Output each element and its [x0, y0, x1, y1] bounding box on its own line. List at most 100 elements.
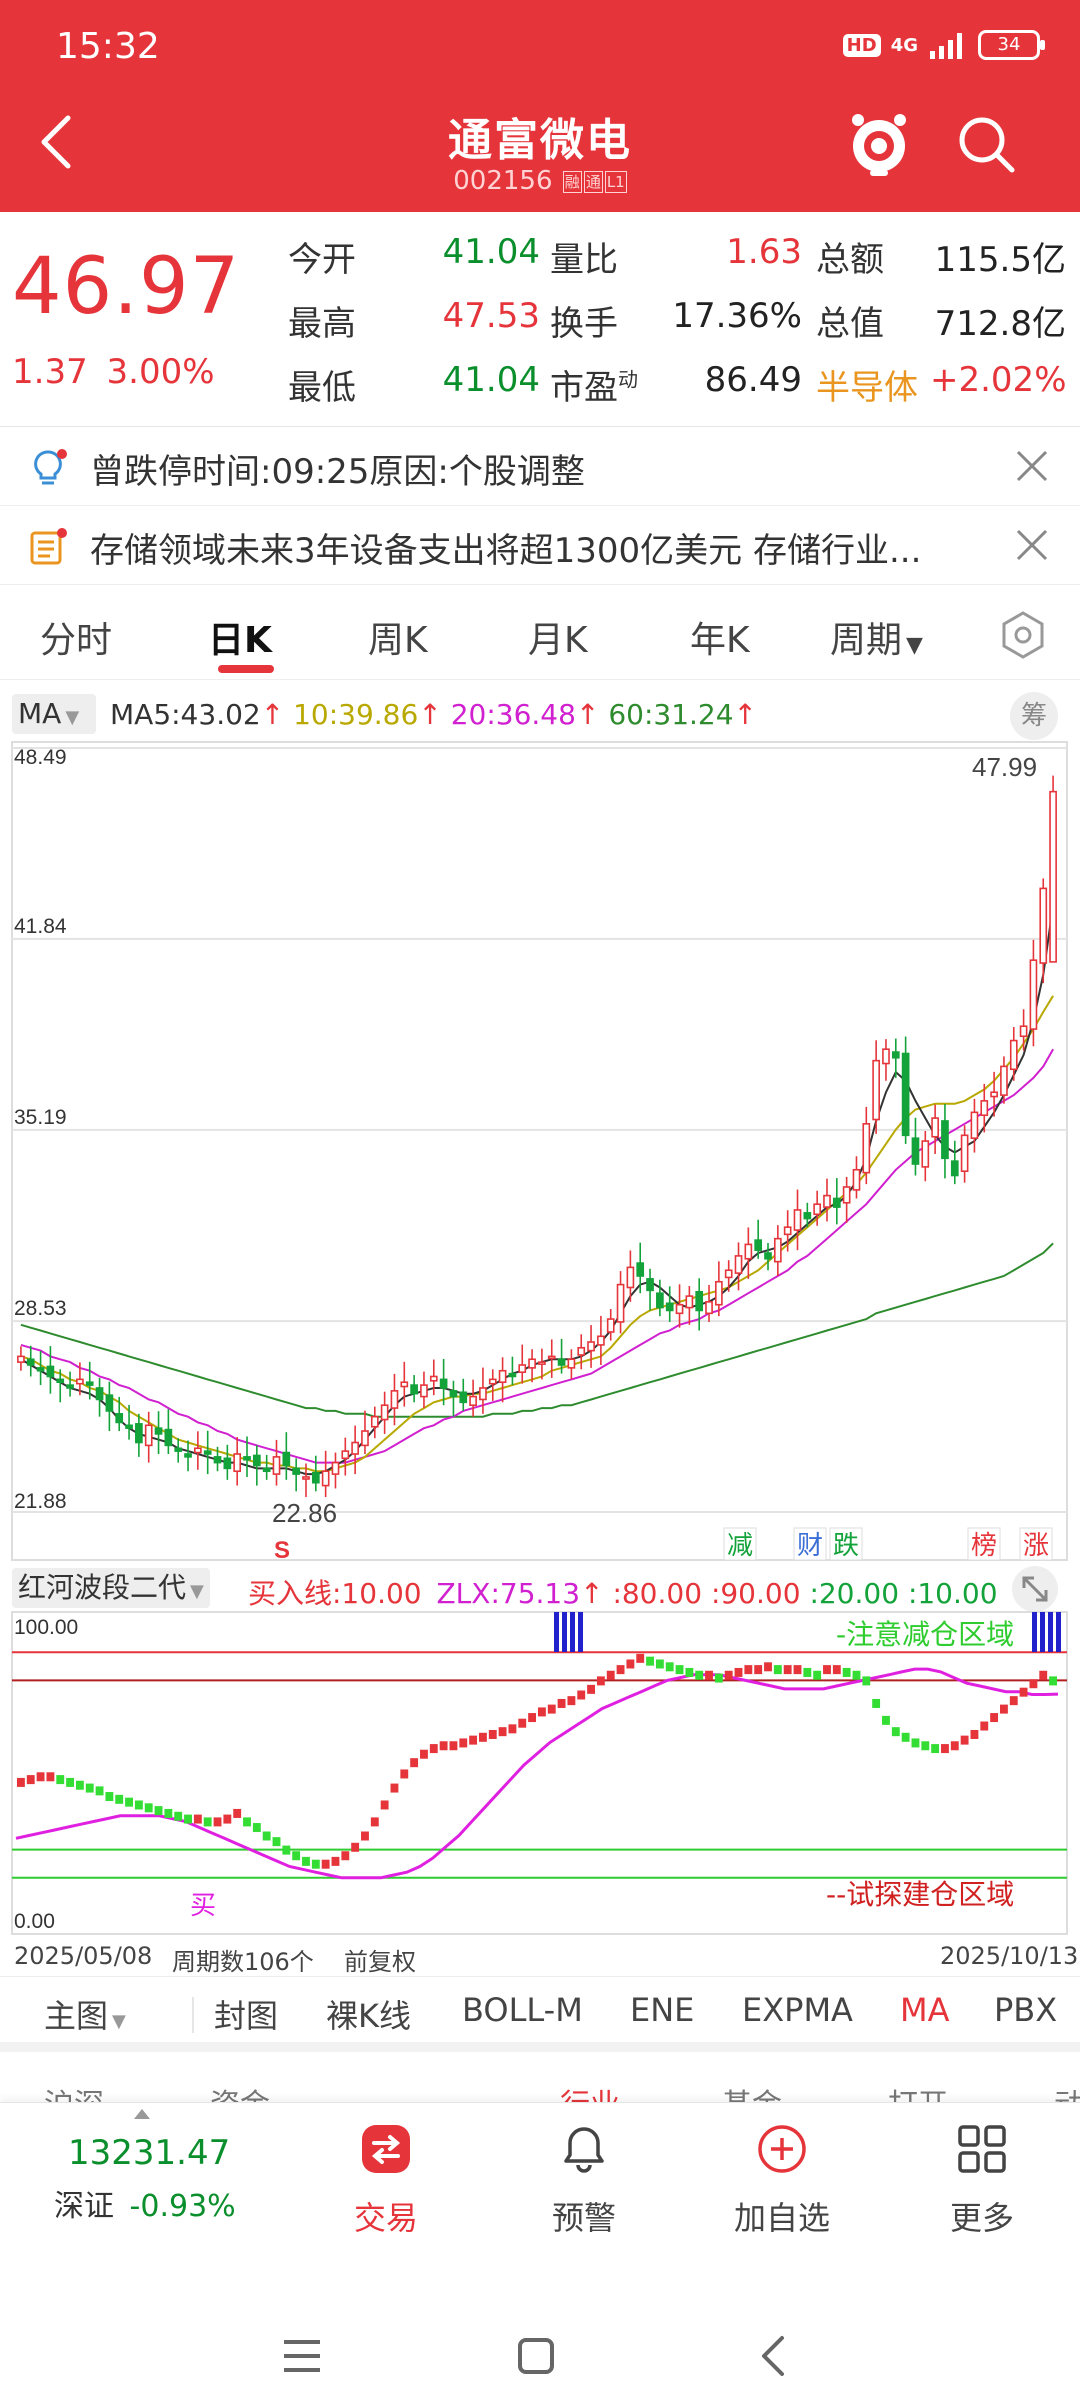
- candle-body: [862, 1123, 871, 1174]
- nav-alert-label: 预警: [551, 2199, 616, 2237]
- candle-body: [931, 1117, 939, 1138]
- partial-tab[interactable]: 行业: [560, 2080, 620, 2102]
- partial-tab[interactable]: 打开: [888, 2080, 948, 2102]
- tab-ene[interactable]: ENE: [630, 1991, 695, 2029]
- buy-line-dot: [233, 1808, 242, 1818]
- partial-tab[interactable]: 沪深: [44, 2080, 104, 2102]
- y-tick-label: 35.19: [14, 1106, 67, 1129]
- buy-line-dot: [587, 1684, 595, 1694]
- candle-body: [361, 1430, 369, 1447]
- partial-tab[interactable]: 资金: [210, 2080, 270, 2102]
- notice-news[interactable]: 存储领域未来3年设备支出将超1300亿美元 存储行业...: [0, 507, 1080, 585]
- home-icon[interactable]: [516, 2336, 556, 2376]
- buy-line-dot: [547, 1704, 556, 1714]
- buy-line-dot: [429, 1744, 438, 1754]
- tab-expma[interactable]: EXPMA: [742, 1991, 853, 2029]
- chevron-down-icon: ▼: [906, 633, 923, 658]
- open-value: 41.04: [442, 232, 540, 272]
- chevron-down-icon: ▼: [190, 1581, 204, 1602]
- index-name[interactable]: 深证 -0.93%: [54, 2181, 236, 2225]
- nav-alert[interactable]: 预警: [514, 2103, 654, 2253]
- tab-period-label: 周期: [830, 620, 903, 661]
- main-chart-selector-label: 主图: [44, 1997, 109, 2035]
- partial-tab[interactable]: 基金: [722, 2080, 782, 2102]
- candle-body: [626, 1266, 635, 1289]
- nav-add-watchlist[interactable]: 加自选: [712, 2103, 852, 2253]
- tab-daily[interactable]: 日K: [208, 620, 272, 661]
- tab-period-dropdown[interactable]: 周期 ▼: [830, 611, 923, 663]
- tab-intraday[interactable]: 分时: [40, 620, 113, 661]
- close-icon[interactable]: [1012, 446, 1052, 486]
- kline-chart[interactable]: 48.49 41.84 35.19 28.53 21.88 47.99 22.86 S 减 财跌…: [0, 740, 1080, 1562]
- tab-naked-k[interactable]: 裸K线: [326, 1997, 411, 2035]
- candle-body: [449, 1390, 458, 1398]
- candle-body: [174, 1447, 183, 1452]
- candle-body: [842, 1186, 851, 1204]
- lightbulb-icon: [34, 449, 67, 485]
- close-icon[interactable]: [1012, 525, 1052, 565]
- buy-line-dot: [675, 1665, 684, 1675]
- candle-body: [233, 1453, 242, 1473]
- buy-line-dot: [567, 1696, 576, 1706]
- partial-tab[interactable]: 动: [1054, 2080, 1080, 2102]
- candle-body: [793, 1209, 802, 1231]
- back-nav-icon[interactable]: [758, 2334, 788, 2378]
- indicator-selector[interactable]: 红河波段二代 ▼: [12, 1568, 210, 1608]
- expand-icon[interactable]: [1012, 1566, 1058, 1612]
- start-date: 2025/05/08: [14, 1942, 153, 1970]
- menu-icon[interactable]: [280, 2338, 324, 2374]
- buy-line-dot: [390, 1783, 399, 1793]
- tab-fengtu[interactable]: 封图: [214, 1997, 279, 2035]
- industry-link[interactable]: 半导体: [816, 368, 918, 408]
- index-price[interactable]: 13231.47: [68, 2133, 231, 2173]
- buy-line-dot: [596, 1676, 605, 1686]
- ma-selector[interactable]: MA ▼: [12, 694, 96, 734]
- candle-body: [665, 1302, 674, 1312]
- candle-body: [223, 1457, 232, 1470]
- back-button[interactable]: [36, 112, 76, 172]
- buy-line-dot: [577, 1690, 586, 1700]
- buy-line-dot: [459, 1738, 468, 1748]
- caret-up-icon[interactable]: [132, 2107, 152, 2121]
- main-chart-selector[interactable]: 主图 ▼: [44, 1991, 126, 2037]
- tab-monthly[interactable]: 月K: [528, 620, 588, 661]
- nav-more[interactable]: 更多: [912, 2103, 1052, 2253]
- candle-body: [184, 1453, 192, 1458]
- buy-line-dot: [193, 1814, 202, 1824]
- nav-trade[interactable]: 交易: [316, 2103, 456, 2253]
- tab-pbx[interactable]: PBX: [994, 1991, 1058, 2029]
- candle-body: [95, 1387, 104, 1401]
- buy-line-dot: [842, 1667, 851, 1677]
- buy-line-dot: [941, 1744, 949, 1754]
- tab-ma[interactable]: MA: [900, 1991, 950, 2029]
- chip-distribution-button[interactable]: 筹: [1010, 692, 1058, 740]
- indicator-chart[interactable]: 100.00 0.00 -注意减仓区域 --试探建仓区域 买: [0, 1610, 1080, 1936]
- battery-icon: 34: [978, 30, 1045, 60]
- quote-panel: 46.97 1.37 3.00% 今开 41.04 量比 1.63 总额 115…: [0, 212, 1080, 427]
- pe-label: 市盈动: [550, 360, 638, 409]
- buy-line-dot: [154, 1806, 163, 1816]
- candle-body: [282, 1451, 291, 1467]
- adjust-mode[interactable]: 前复权: [344, 1948, 416, 1976]
- candle-body: [577, 1346, 586, 1356]
- signal-tag: 跌: [833, 1531, 859, 1561]
- candle-body: [950, 1160, 959, 1177]
- sell-signal-bar: [578, 1612, 583, 1652]
- signal-tag: 财: [797, 1531, 823, 1561]
- tab-weekly[interactable]: 周K: [368, 620, 428, 661]
- level-90-value: :90.00: [710, 1577, 801, 1610]
- candle-body: [882, 1048, 890, 1065]
- candle-body: [1009, 1039, 1018, 1071]
- level-10-value: :10.00: [907, 1577, 998, 1610]
- mascot-icon[interactable]: [846, 108, 912, 178]
- notice-limit-down[interactable]: 曾跌停时间:09:25原因:个股调整: [0, 428, 1080, 506]
- ma20-value: 20:36.48: [450, 698, 576, 731]
- tab-yearly[interactable]: 年K: [690, 620, 750, 661]
- build-zone-label: --试探建仓区域: [826, 1878, 1014, 1911]
- search-icon[interactable]: [954, 112, 1018, 176]
- settings-icon[interactable]: [998, 610, 1048, 660]
- buy-line-dot: [105, 1792, 114, 1802]
- buy-line-dot: [488, 1729, 497, 1739]
- tab-boll-m[interactable]: BOLL-M: [462, 1991, 583, 2029]
- candle-body: [783, 1226, 792, 1236]
